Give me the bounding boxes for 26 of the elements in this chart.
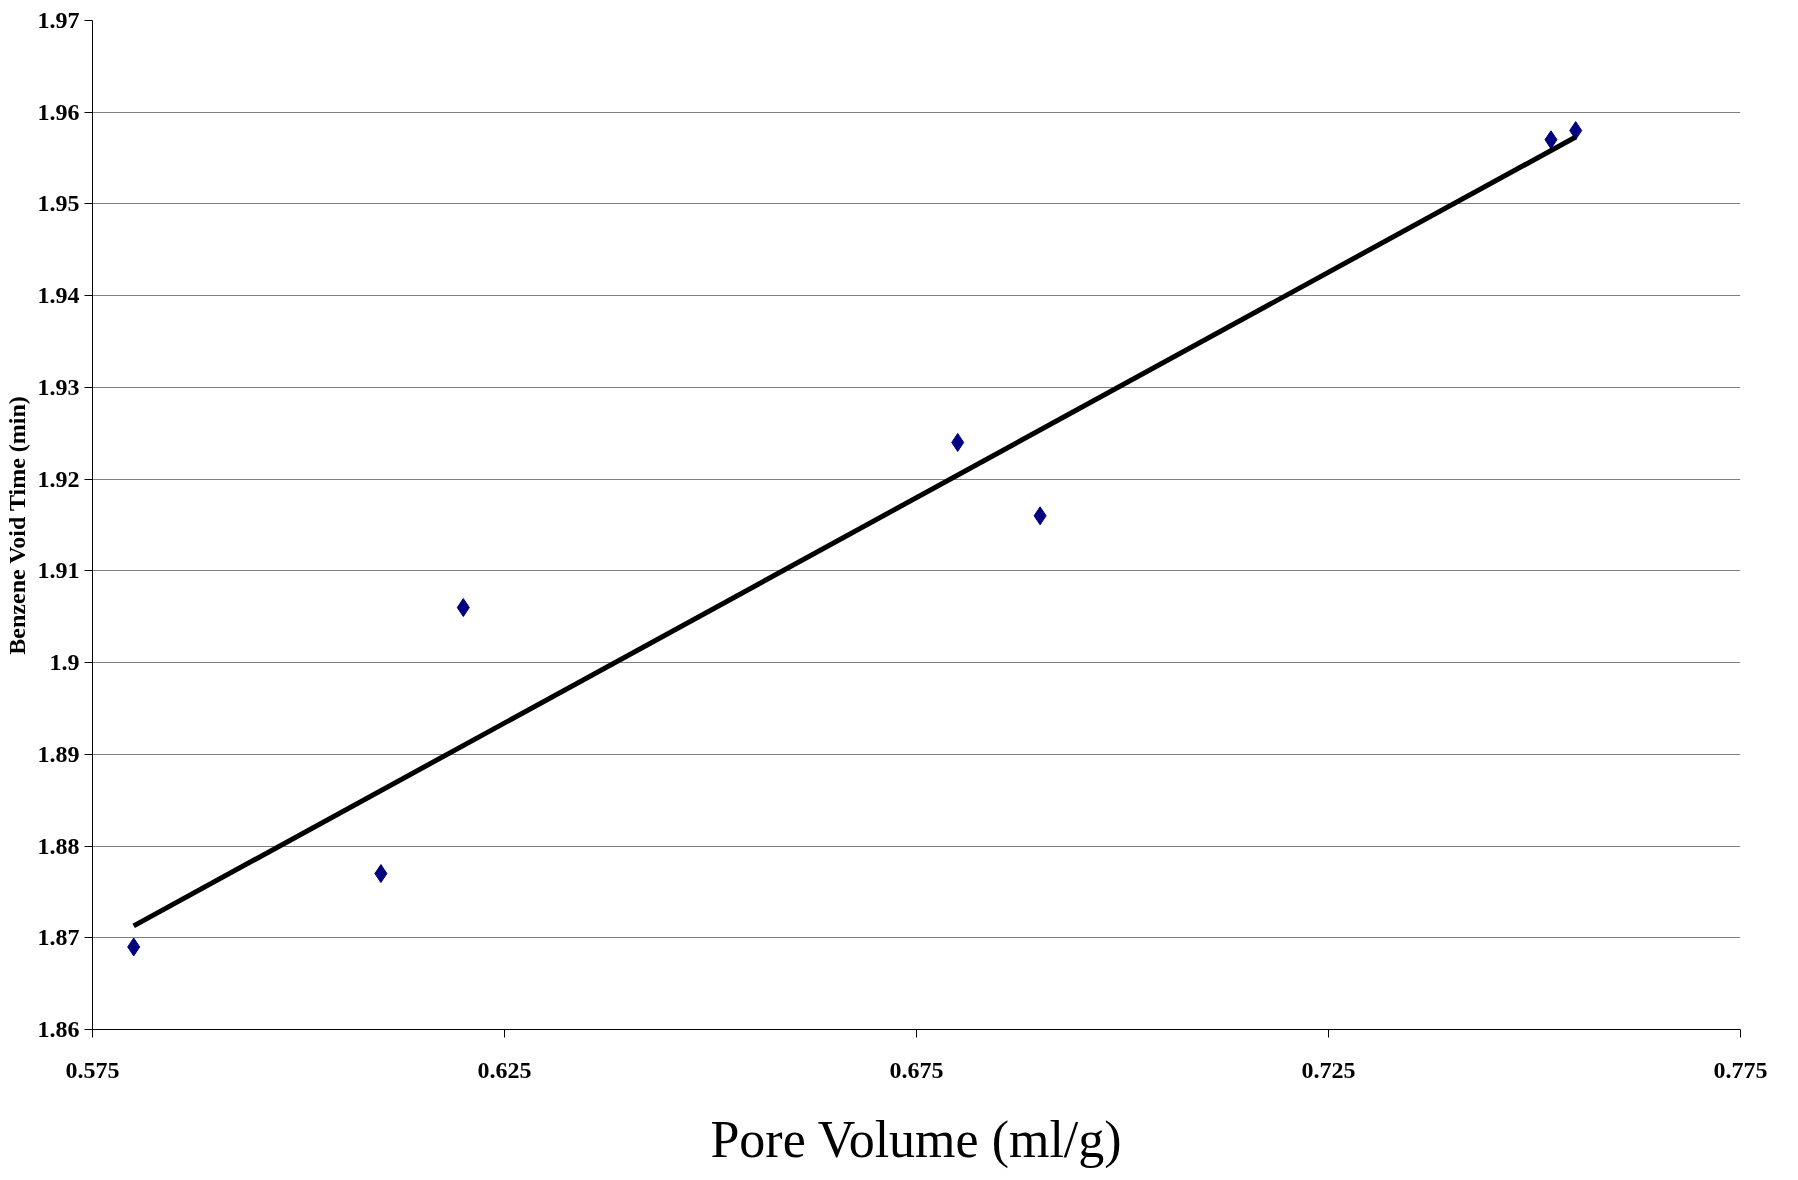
point xyxy=(951,432,965,452)
y-tick-label: 1.86 xyxy=(37,1016,80,1042)
point xyxy=(456,598,470,618)
point xyxy=(1544,130,1558,150)
y-axis-title: Benzene Void Time (min) xyxy=(3,396,30,655)
point xyxy=(1569,121,1583,141)
point xyxy=(374,864,388,884)
y-tick-label: 1.9 xyxy=(49,649,80,676)
y-tick-label: 1.95 xyxy=(37,190,80,217)
y-tick-label: 1.93 xyxy=(37,373,80,400)
x-tick-label: 0.625 xyxy=(477,1056,532,1083)
x-tick-label: 0.725 xyxy=(1301,1056,1356,1083)
point xyxy=(127,937,141,957)
y-tick-label: 1.91 xyxy=(37,557,80,584)
y-tick-label: 1.87 xyxy=(37,924,80,951)
y-tick-label: 1.89 xyxy=(37,740,80,767)
y-tick-label: 1.94 xyxy=(37,282,80,309)
y-tick-label: 1.96 xyxy=(37,98,80,125)
y-tick-label: 1.88 xyxy=(37,832,80,859)
x-tick-label: 0.575 xyxy=(65,1056,120,1083)
point xyxy=(1033,506,1047,526)
x-tick-label: 0.675 xyxy=(889,1056,944,1083)
y-tick-label: 1.92 xyxy=(37,465,80,492)
y-tick-label: 1.97 xyxy=(37,7,80,33)
x-axis-title: Pore Volume (ml/g) xyxy=(710,1110,1122,1169)
x-tick-label: 0.775 xyxy=(1713,1056,1768,1083)
